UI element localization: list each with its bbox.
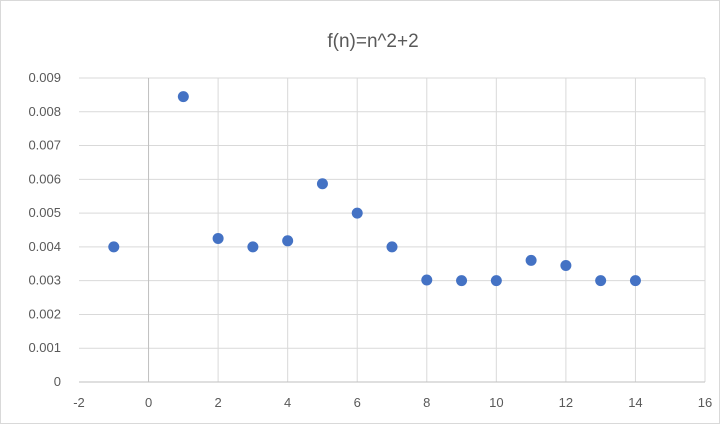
y-tick-label: 0.004 [28, 239, 61, 254]
x-tick-label: 12 [559, 395, 573, 410]
chart-title: f(n)=n^2+2 [327, 31, 418, 52]
x-tick-label: 0 [145, 395, 152, 410]
axes [79, 78, 705, 383]
y-tick-label: 0.007 [28, 138, 61, 153]
data-point [212, 232, 224, 244]
data-point [351, 207, 363, 219]
x-tick-label: 2 [214, 395, 221, 410]
data-point [595, 275, 607, 287]
data-point [108, 241, 120, 253]
data-point [177, 91, 189, 103]
y-tick-label: 0.008 [28, 104, 61, 119]
y-tick-label: 0.001 [28, 340, 61, 355]
data-point [282, 235, 294, 247]
y-tick-label: 0 [54, 374, 61, 389]
y-tick-label: 0.009 [28, 70, 61, 85]
y-tick-label: 0.005 [28, 205, 61, 220]
x-tick-label: -2 [73, 395, 85, 410]
x-tick-label: 14 [628, 395, 642, 410]
y-axis-tick-labels: 0 0.001 0.002 0.003 0.004 0.005 0.006 0.007 0.00… [28, 70, 61, 389]
data-point [247, 241, 259, 253]
gridlines [79, 77, 706, 382]
y-tick-label: 0.006 [28, 171, 61, 186]
x-tick-label: 10 [489, 395, 503, 410]
data-point [316, 178, 328, 190]
x-tick-label: 6 [354, 395, 361, 410]
x-tick-label: 8 [423, 395, 430, 410]
x-tick-label: 4 [284, 395, 291, 410]
data-points [108, 91, 641, 287]
data-point [386, 241, 398, 253]
data-point [629, 275, 641, 287]
data-point [490, 275, 502, 287]
data-point [560, 259, 572, 271]
y-tick-label: 0.002 [28, 306, 61, 321]
x-axis-tick-labels: -2 0 2 4 6 8 10 12 14 16 [73, 395, 712, 410]
x-tick-label: 16 [698, 395, 712, 410]
data-point [525, 254, 537, 266]
data-point [421, 274, 433, 286]
y-tick-label: 0.003 [28, 273, 61, 288]
data-point [456, 275, 468, 287]
